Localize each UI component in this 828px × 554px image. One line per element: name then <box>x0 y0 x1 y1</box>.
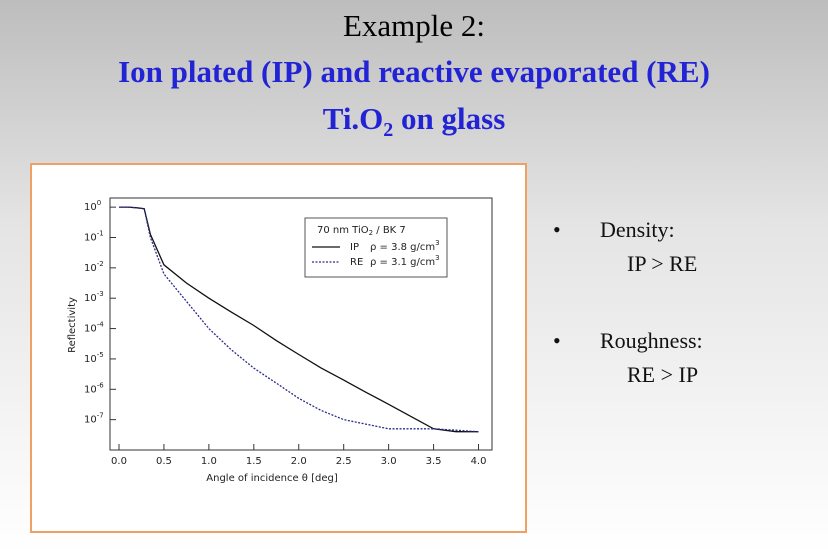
bullet-detail: RE > IP <box>627 362 699 387</box>
slide-title: Example 2: <box>342 8 486 43</box>
tick-exponent: -2 <box>97 260 104 268</box>
tick-base: 10 <box>84 202 97 213</box>
tick-exponent: -3 <box>97 290 104 298</box>
tick-exponent: -6 <box>97 381 105 389</box>
subscript: 2 <box>369 229 373 237</box>
bullet-dot: • <box>553 328 561 353</box>
tick-base: 10 <box>84 263 97 274</box>
y-tick-label: 10-7 <box>84 412 104 426</box>
y-tick-label: 10-2 <box>84 260 104 274</box>
legend-density: ρ = 3.1 g/cm3 <box>370 254 440 268</box>
x-tick-label: 0.0 <box>111 456 127 467</box>
tick-base: 10 <box>84 415 97 426</box>
text: ρ = 3.1 g/cm <box>370 257 435 268</box>
slide-subtitle: Ion plated (IP) and reactive evaporated … <box>118 54 710 89</box>
bullet-heading: Roughness: <box>600 328 703 353</box>
text: / BK 7 <box>373 225 406 236</box>
y-tick-label: 10-4 <box>84 321 104 335</box>
bullet-detail: IP > RE <box>627 251 698 276</box>
text: Ti.O <box>322 101 384 136</box>
tick-base: 10 <box>84 232 97 243</box>
bullet-heading: Density: <box>600 217 675 242</box>
tick-base: 10 <box>84 293 97 304</box>
x-tick-label: 3.0 <box>381 456 397 467</box>
tick-exponent: -4 <box>97 321 105 329</box>
text: ρ = 3.8 g/cm <box>370 242 435 253</box>
y-tick-label: 10-1 <box>84 229 104 243</box>
subscript: 2 <box>383 119 394 142</box>
tick-base: 10 <box>84 384 97 395</box>
y-tick-label: 10-3 <box>84 290 104 304</box>
superscript: 3 <box>435 254 439 262</box>
x-tick-label: 2.5 <box>336 456 352 467</box>
tick-exponent: -5 <box>97 351 104 359</box>
bullet-dot: • <box>553 217 561 242</box>
x-tick-label: 1.0 <box>201 456 217 467</box>
tick-base: 10 <box>84 354 97 365</box>
superscript: 3 <box>435 239 439 247</box>
x-axis-label: Angle of incidence θ [deg] <box>206 473 338 484</box>
legend-label: IP <box>350 242 359 253</box>
y-tick-label: 10-6 <box>84 381 104 395</box>
tick-exponent: -1 <box>97 229 104 237</box>
tick-exponent: 0 <box>97 199 101 207</box>
y-tick-label: 10-5 <box>84 351 104 365</box>
chart-frame: 100 10-1 10-2 10-3 10-4 10-5 10-6 10-7 0.0 0.5 1.0… <box>30 163 527 533</box>
x-tick-label: 0.5 <box>156 456 172 467</box>
y-axis-label: Reflectivity <box>67 297 78 353</box>
text: on glass <box>393 101 506 136</box>
slide-subtitle-2: Ti.O2 on glass <box>0 101 828 142</box>
tick-base: 10 <box>84 324 97 335</box>
x-tick-label: 1.5 <box>246 456 262 467</box>
tick-exponent: -7 <box>97 412 104 420</box>
x-tick-label: 2.0 <box>291 456 307 467</box>
legend-density: ρ = 3.8 g/cm3 <box>370 239 440 253</box>
plot-area <box>109 197 493 451</box>
y-tick-label: 100 <box>84 199 101 213</box>
legend-label: RE <box>350 257 363 268</box>
x-tick-label: 3.5 <box>426 456 442 467</box>
x-tick-label: 4.0 <box>471 456 487 467</box>
text: 70 nm TiO <box>317 225 369 236</box>
legend-title: 70 nm TiO2 / BK 7 <box>317 225 406 237</box>
series-line <box>119 206 479 433</box>
